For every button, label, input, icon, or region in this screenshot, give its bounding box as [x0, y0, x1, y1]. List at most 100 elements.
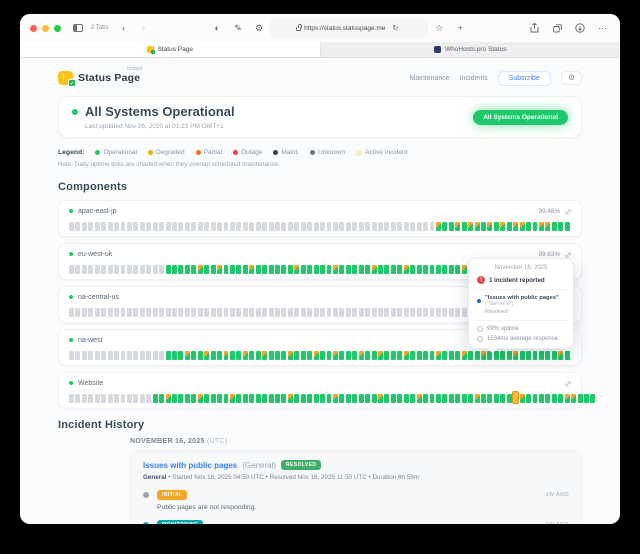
- uptime-tick[interactable]: [107, 394, 113, 403]
- uptime-tick[interactable]: [69, 351, 74, 360]
- tab-whohosts[interactable]: WhoHosts.pro Status: [320, 42, 620, 57]
- uptime-tick[interactable]: [365, 308, 371, 317]
- uptime-tick[interactable]: [429, 265, 435, 274]
- uptime-tick[interactable]: [500, 351, 506, 360]
- uptime-tick[interactable]: [378, 222, 383, 231]
- uptime-tick[interactable]: [255, 394, 261, 403]
- uptime-tick[interactable]: [513, 351, 519, 360]
- uptime-tick[interactable]: [152, 265, 158, 274]
- uptime-tick[interactable]: [538, 351, 544, 360]
- uptime-tick[interactable]: [545, 394, 551, 403]
- uptime-tick[interactable]: [178, 394, 184, 403]
- uptime-tick[interactable]: [455, 308, 461, 317]
- uptime-tick[interactable]: [197, 394, 203, 403]
- uptime-tick[interactable]: [191, 351, 197, 360]
- uptime-tick[interactable]: [300, 265, 306, 274]
- uptime-tick[interactable]: [384, 222, 390, 231]
- uptime-tick[interactable]: [423, 394, 428, 403]
- uptime-tick[interactable]: [275, 308, 280, 317]
- subscribe-button[interactable]: Subscribe: [497, 70, 551, 86]
- privacy-icon[interactable]: ✎: [234, 22, 242, 33]
- uptime-tick[interactable]: [191, 222, 197, 231]
- uptime-tick[interactable]: [268, 351, 274, 360]
- uptime-tick[interactable]: [262, 308, 268, 317]
- uptime-tick[interactable]: [442, 394, 448, 403]
- uptime-tick[interactable]: [94, 222, 100, 231]
- uptime-tick[interactable]: [558, 394, 564, 403]
- uptime-tick[interactable]: [133, 394, 139, 403]
- uptime-tick[interactable]: [307, 222, 313, 231]
- uptime-tick[interactable]: [384, 308, 390, 317]
- uptime-tick[interactable]: [101, 351, 107, 360]
- uptime-tick[interactable]: [236, 265, 242, 274]
- uptime-tick[interactable]: [307, 351, 313, 360]
- uptime-tick[interactable]: [300, 222, 306, 231]
- uptime-tick[interactable]: [429, 308, 435, 317]
- uptime-tick[interactable]: [442, 351, 448, 360]
- uptime-tick[interactable]: [268, 265, 274, 274]
- uptime-tick[interactable]: [255, 265, 261, 274]
- uptime-tick[interactable]: [403, 265, 409, 274]
- uptime-tick[interactable]: [294, 351, 300, 360]
- uptime-tick[interactable]: [365, 265, 371, 274]
- uptime-tick[interactable]: [313, 308, 319, 317]
- uptime-tick[interactable]: [519, 351, 525, 360]
- uptime-tick[interactable]: [307, 308, 313, 317]
- uptime-tick[interactable]: [223, 394, 229, 403]
- uptime-tick[interactable]: [88, 308, 94, 317]
- uptime-tick[interactable]: [545, 222, 551, 231]
- uptime-tick[interactable]: [165, 351, 171, 360]
- uptime-tick[interactable]: [204, 265, 210, 274]
- back-icon[interactable]: ‹: [122, 22, 126, 33]
- uptime-tick[interactable]: [159, 394, 165, 403]
- uptime-tick[interactable]: [294, 222, 300, 231]
- uptime-tick[interactable]: [236, 222, 242, 231]
- uptime-tick[interactable]: [345, 265, 351, 274]
- uptime-tick[interactable]: [545, 351, 551, 360]
- uptime-tick[interactable]: [75, 308, 81, 317]
- uptime-tick[interactable]: [81, 265, 87, 274]
- uptime-tick[interactable]: [139, 351, 145, 360]
- uptime-tick[interactable]: [120, 222, 126, 231]
- uptime-tick[interactable]: [126, 265, 132, 274]
- uptime-tick[interactable]: [287, 351, 293, 360]
- uptime-tick[interactable]: [159, 351, 165, 360]
- uptime-tick[interactable]: [139, 222, 145, 231]
- uptime-tick[interactable]: [184, 265, 190, 274]
- uptime-tick[interactable]: [178, 351, 184, 360]
- uptime-tick[interactable]: [88, 351, 94, 360]
- uptime-tick[interactable]: [455, 351, 461, 360]
- uptime-tick[interactable]: [249, 265, 255, 274]
- uptime-tick[interactable]: [172, 308, 177, 317]
- uptime-tick[interactable]: [114, 308, 119, 317]
- uptime-tick[interactable]: [101, 308, 107, 317]
- uptime-tick[interactable]: [229, 308, 235, 317]
- uptime-tick[interactable]: [69, 265, 74, 274]
- uptime-tick[interactable]: [204, 394, 210, 403]
- uptime-tick[interactable]: [126, 222, 132, 231]
- uptime-tick[interactable]: [448, 308, 454, 317]
- uptime-tick[interactable]: [242, 351, 248, 360]
- uptime-tick[interactable]: [461, 222, 467, 231]
- uptime-tick[interactable]: [403, 222, 409, 231]
- uptime-tick[interactable]: [532, 394, 538, 403]
- uptime-tick[interactable]: [88, 265, 94, 274]
- uptime-tick[interactable]: [468, 351, 474, 360]
- uptime-tick[interactable]: [229, 222, 235, 231]
- uptime-tick[interactable]: [564, 351, 570, 360]
- uptime-tick[interactable]: [519, 394, 525, 403]
- uptime-tick[interactable]: [223, 222, 229, 231]
- uptime-tick[interactable]: [365, 351, 371, 360]
- uptime-tick[interactable]: [152, 222, 158, 231]
- uptime-tick[interactable]: [146, 394, 152, 403]
- uptime-tick[interactable]: [275, 265, 280, 274]
- uptime-tick[interactable]: [197, 265, 203, 274]
- uptime-tick[interactable]: [242, 394, 248, 403]
- uptime-tick[interactable]: [455, 222, 461, 231]
- uptime-tick[interactable]: [435, 265, 441, 274]
- uptime-tick[interactable]: [358, 351, 364, 360]
- uptime-tick[interactable]: [268, 394, 274, 403]
- uptime-tick[interactable]: [229, 265, 235, 274]
- uptime-tick[interactable]: [448, 351, 454, 360]
- uptime-tick[interactable]: [94, 394, 100, 403]
